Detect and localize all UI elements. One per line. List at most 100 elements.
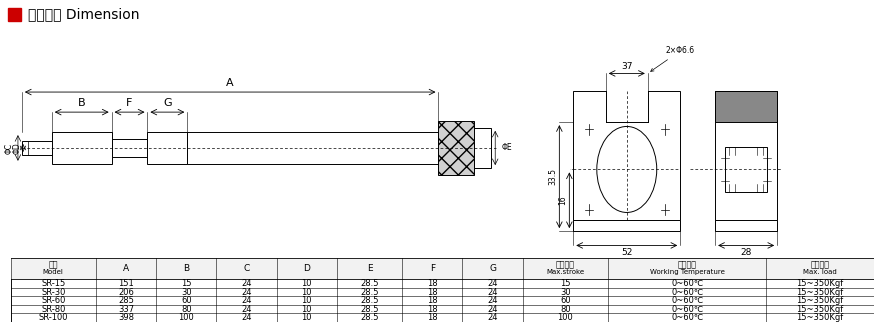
Bar <box>606 88 648 122</box>
Text: 24: 24 <box>487 313 498 322</box>
Text: SR-60: SR-60 <box>42 296 65 305</box>
Text: 15~350Kgf: 15~350Kgf <box>796 305 844 314</box>
Bar <box>439 121 474 175</box>
Text: G: G <box>489 264 496 273</box>
Text: 0~60℃: 0~60℃ <box>671 296 703 305</box>
Text: 外型尺寸 Dimension: 外型尺寸 Dimension <box>28 7 140 22</box>
Text: 24: 24 <box>487 288 498 297</box>
Bar <box>11 258 874 279</box>
Text: 24: 24 <box>241 288 252 297</box>
Text: 0~60℃: 0~60℃ <box>671 279 703 288</box>
Text: 10: 10 <box>302 305 312 314</box>
Text: 80: 80 <box>181 305 192 314</box>
Text: C: C <box>244 264 250 273</box>
Text: A: A <box>226 78 234 88</box>
Text: 24: 24 <box>241 296 252 305</box>
Bar <box>573 220 680 231</box>
Text: ΦD: ΦD <box>12 142 21 154</box>
Text: Model: Model <box>43 270 64 275</box>
Text: 60: 60 <box>181 296 192 305</box>
Text: 0~60℃: 0~60℃ <box>671 313 703 322</box>
Bar <box>474 128 491 168</box>
Text: 24: 24 <box>241 279 252 288</box>
Text: 24: 24 <box>241 313 252 322</box>
Text: 最大负荷: 最大负荷 <box>811 260 830 269</box>
Text: 28.5: 28.5 <box>360 288 379 297</box>
Text: 15~350Kgf: 15~350Kgf <box>796 296 844 305</box>
Text: G: G <box>163 98 171 108</box>
Text: D: D <box>304 264 310 273</box>
Text: Max. load: Max. load <box>804 270 837 275</box>
Text: 型号: 型号 <box>49 260 58 269</box>
Text: 52: 52 <box>621 248 632 257</box>
Text: 0~60℃: 0~60℃ <box>671 288 703 297</box>
Bar <box>147 132 187 164</box>
Bar <box>715 90 777 220</box>
Text: 398: 398 <box>118 313 134 322</box>
Text: 60: 60 <box>560 296 570 305</box>
Text: 100: 100 <box>178 313 194 322</box>
Bar <box>22 141 52 155</box>
Text: 37: 37 <box>621 62 632 71</box>
Text: 28.5: 28.5 <box>360 279 379 288</box>
Bar <box>715 90 777 122</box>
Text: F: F <box>430 264 435 273</box>
Text: SR-30: SR-30 <box>42 288 65 297</box>
Text: 30: 30 <box>560 288 570 297</box>
Text: ΦC: ΦC <box>4 142 13 154</box>
Text: 28: 28 <box>741 248 751 257</box>
Text: Max.stroke: Max.stroke <box>547 270 585 275</box>
Text: 80: 80 <box>560 305 570 314</box>
Text: 24: 24 <box>487 296 498 305</box>
Text: 15~350Kgf: 15~350Kgf <box>796 288 844 297</box>
Text: 2×Φ6.6: 2×Φ6.6 <box>651 46 695 71</box>
Text: F: F <box>126 98 132 108</box>
Text: B: B <box>78 98 86 108</box>
Text: 33.5: 33.5 <box>548 168 557 185</box>
Text: 28.5: 28.5 <box>360 296 379 305</box>
Text: 最大行程: 最大行程 <box>556 260 575 269</box>
Circle shape <box>597 127 657 213</box>
Text: 285: 285 <box>118 296 134 305</box>
Text: 15: 15 <box>181 279 192 288</box>
Text: 18: 18 <box>427 279 438 288</box>
Text: 16: 16 <box>558 195 568 205</box>
Text: 28.5: 28.5 <box>360 313 379 322</box>
Text: 18: 18 <box>427 305 438 314</box>
Text: 10: 10 <box>302 296 312 305</box>
Text: 15~350Kgf: 15~350Kgf <box>796 279 844 288</box>
Text: 10: 10 <box>302 288 312 297</box>
Text: 15: 15 <box>560 279 570 288</box>
Bar <box>725 147 767 192</box>
Text: 337: 337 <box>118 305 134 314</box>
Text: 151: 151 <box>118 279 134 288</box>
Text: SR-80: SR-80 <box>42 305 65 314</box>
Text: 使用温度: 使用温度 <box>677 260 697 269</box>
Text: 18: 18 <box>427 313 438 322</box>
Bar <box>52 132 111 164</box>
Bar <box>187 132 439 164</box>
Text: 10: 10 <box>302 279 312 288</box>
Text: 24: 24 <box>487 305 498 314</box>
Text: 18: 18 <box>427 288 438 297</box>
Text: 0~60℃: 0~60℃ <box>671 305 703 314</box>
Text: Working Temperature: Working Temperature <box>650 270 725 275</box>
Text: A: A <box>123 264 129 273</box>
Bar <box>715 220 777 231</box>
Text: 24: 24 <box>241 305 252 314</box>
Bar <box>573 90 680 220</box>
Text: 18: 18 <box>427 296 438 305</box>
Text: SR-100: SR-100 <box>39 313 68 322</box>
Text: SR-15: SR-15 <box>42 279 65 288</box>
Text: 15~350Kgf: 15~350Kgf <box>796 313 844 322</box>
Text: 10: 10 <box>302 313 312 322</box>
Text: B: B <box>184 264 189 273</box>
Text: 24: 24 <box>487 279 498 288</box>
Text: 30: 30 <box>181 288 192 297</box>
Text: ΦE: ΦE <box>502 144 512 152</box>
Text: 206: 206 <box>118 288 134 297</box>
Text: 100: 100 <box>557 313 573 322</box>
Bar <box>8 8 21 21</box>
Bar <box>111 139 147 156</box>
Text: E: E <box>366 264 373 273</box>
